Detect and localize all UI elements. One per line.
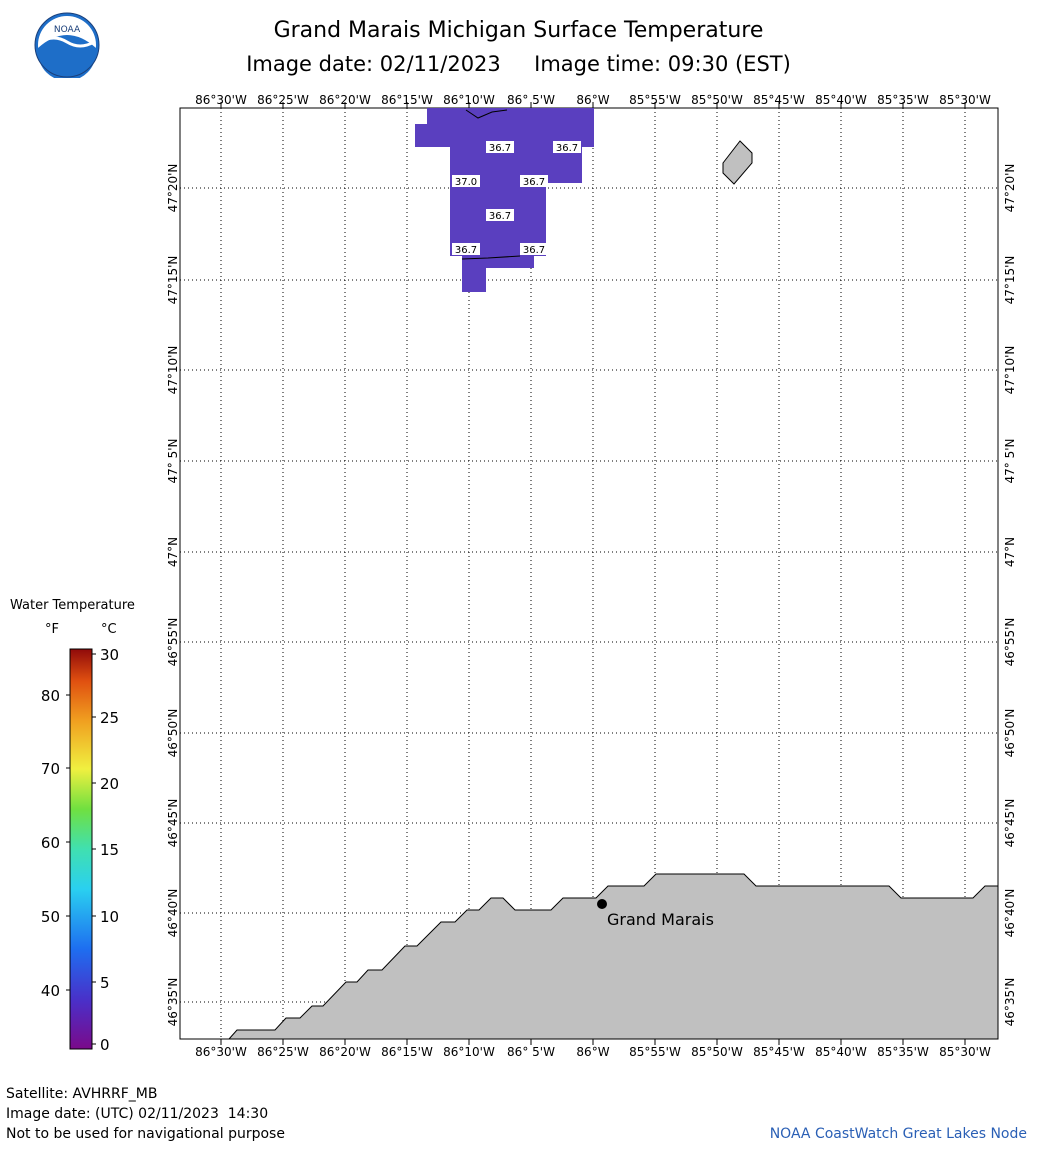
- legend-c-tick: 5: [100, 974, 110, 992]
- temp-point-label: 36.7: [489, 143, 511, 154]
- legend-f-tick: 80: [41, 687, 60, 705]
- map-title: Grand Marais Michigan Surface Temperatur…: [273, 18, 764, 43]
- lat-label: 47° 5'N: [166, 439, 180, 484]
- legend-title: Water Temperature: [10, 598, 135, 613]
- legend-f-tick: 70: [41, 760, 60, 778]
- legend-ticks: [66, 653, 96, 1045]
- legend-unit-f: °F: [45, 622, 59, 637]
- lon-label: 85°55'W: [629, 93, 681, 107]
- footer-disclaimer: Not to be used for navigational purpose: [6, 1126, 285, 1142]
- lon-labels-bottom: 86°30'W 86°25'W 86°20'W 86°15'W 86°10'W …: [195, 1045, 991, 1059]
- legend-c-tick: 10: [100, 908, 119, 926]
- lon-label: 85°35'W: [877, 1045, 929, 1059]
- legend-color-bar: [69, 648, 93, 1050]
- legend-c-tick: 25: [100, 709, 119, 727]
- lon-label: 85°35'W: [877, 93, 929, 107]
- lon-label: 85°30'W: [939, 1045, 991, 1059]
- legend-f-tick: 60: [41, 834, 60, 852]
- lat-label: 46°40'N: [166, 889, 180, 938]
- legend-c-labels: 30 25 20 15 10 5 0: [100, 646, 119, 1054]
- legend-f-tick: 50: [41, 908, 60, 926]
- lon-label: 86°W: [576, 93, 609, 107]
- lon-label: 85°30'W: [939, 93, 991, 107]
- lat-label: 47°10'N: [1003, 346, 1017, 395]
- lat-label: 46°35'N: [166, 978, 180, 1027]
- city-label: Grand Marais: [607, 910, 714, 929]
- temp-point-label: 36.7: [523, 245, 545, 256]
- lat-label: 46°45'N: [1003, 799, 1017, 848]
- tick-marks: [220, 102, 966, 1045]
- legend-c-tick: 20: [100, 775, 119, 793]
- lon-label: 86°25'W: [257, 93, 309, 107]
- lon-label: 86°15'W: [381, 1045, 433, 1059]
- lon-label: 86°30'W: [195, 1045, 247, 1059]
- lat-label: 47°N: [166, 537, 180, 567]
- map-frame: [179, 107, 999, 1040]
- footer-satellite: Satellite: AVHRRF_MB: [6, 1086, 158, 1102]
- lat-label: 47°20'N: [166, 164, 180, 213]
- lon-label: 86°15'W: [381, 93, 433, 107]
- lon-label: 86°20'W: [319, 93, 371, 107]
- lat-label: 46°35'N: [1003, 978, 1017, 1027]
- lon-label: 86°30'W: [195, 93, 247, 107]
- lat-labels-right: 47°20'N 47°15'N 47°10'N 47° 5'N 47°N 46°…: [1003, 164, 1017, 1027]
- island-shape: [722, 140, 753, 185]
- lat-label: 46°45'N: [166, 799, 180, 848]
- legend-f-labels: 80 70 60 50 40: [41, 687, 60, 1000]
- legend-f-tick: 40: [41, 982, 60, 1000]
- lon-label: 85°50'W: [691, 1045, 743, 1059]
- lon-label: 86° 5'W: [507, 93, 555, 107]
- temp-point-label: 36.7: [489, 211, 511, 222]
- noaa-logo: NOAA: [34, 12, 100, 78]
- lat-label: 47°10'N: [166, 346, 180, 395]
- land-shoreline: [227, 873, 999, 1040]
- lat-labels-left: 47°20'N 47°15'N 47°10'N 47° 5'N 47°N 46°…: [166, 164, 180, 1027]
- lon-label: 86°20'W: [319, 1045, 371, 1059]
- temp-point-label: 37.0: [455, 177, 477, 188]
- cloud-edge-contour: [461, 255, 521, 260]
- temp-point-label: 36.7: [455, 245, 477, 256]
- legend-c-tick: 30: [100, 646, 119, 664]
- lon-label: 85°40'W: [815, 1045, 867, 1059]
- legend-c-tick: 0: [100, 1036, 110, 1054]
- legend-c-tick: 15: [100, 841, 119, 859]
- temp-point-label: 36.7: [523, 177, 545, 188]
- footer-utc-date: Image date: (UTC) 02/11/2023 14:30: [6, 1106, 269, 1122]
- lon-label: 86°10'W: [443, 93, 495, 107]
- graticule: [180, 108, 998, 1039]
- lon-label: 85°50'W: [691, 93, 743, 107]
- logo-text: NOAA: [54, 25, 81, 35]
- lat-label: 47°20'N: [1003, 164, 1017, 213]
- temp-point-labels: 36.7 36.7 37.0 36.7 36.7 36.7 36.7: [452, 141, 581, 256]
- lon-label: 85°40'W: [815, 93, 867, 107]
- city-marker-icon: [597, 899, 607, 909]
- footer-credit: NOAA CoastWatch Great Lakes Node: [769, 1126, 1027, 1142]
- lon-labels-top: 86°30'W 86°25'W 86°20'W 86°15'W 86°10'W …: [195, 93, 991, 107]
- lat-label: 46°50'N: [166, 709, 180, 758]
- lat-label: 47° 5'N: [1003, 439, 1017, 484]
- lon-label: 86° 5'W: [507, 1045, 555, 1059]
- map-subtitle: Image date: 02/11/2023 Image time: 09:30…: [246, 52, 791, 76]
- lat-label: 46°50'N: [1003, 709, 1017, 758]
- lat-label: 46°55'N: [166, 618, 180, 667]
- lat-label: 47°15'N: [166, 256, 180, 305]
- lon-label: 86°10'W: [443, 1045, 495, 1059]
- lat-label: 46°40'N: [1003, 889, 1017, 938]
- lon-label: 85°45'W: [753, 1045, 805, 1059]
- lon-label: 85°45'W: [753, 93, 805, 107]
- lat-label: 47°15'N: [1003, 256, 1017, 305]
- lon-label: 86°25'W: [257, 1045, 309, 1059]
- lat-label: 47°N: [1003, 537, 1017, 567]
- temp-point-label: 36.7: [556, 143, 578, 154]
- lon-label: 85°55'W: [629, 1045, 681, 1059]
- legend-unit-c: °C: [101, 622, 117, 637]
- lat-label: 46°55'N: [1003, 618, 1017, 667]
- cloud-edge-contour: [465, 109, 508, 119]
- lon-label: 86°W: [576, 1045, 609, 1059]
